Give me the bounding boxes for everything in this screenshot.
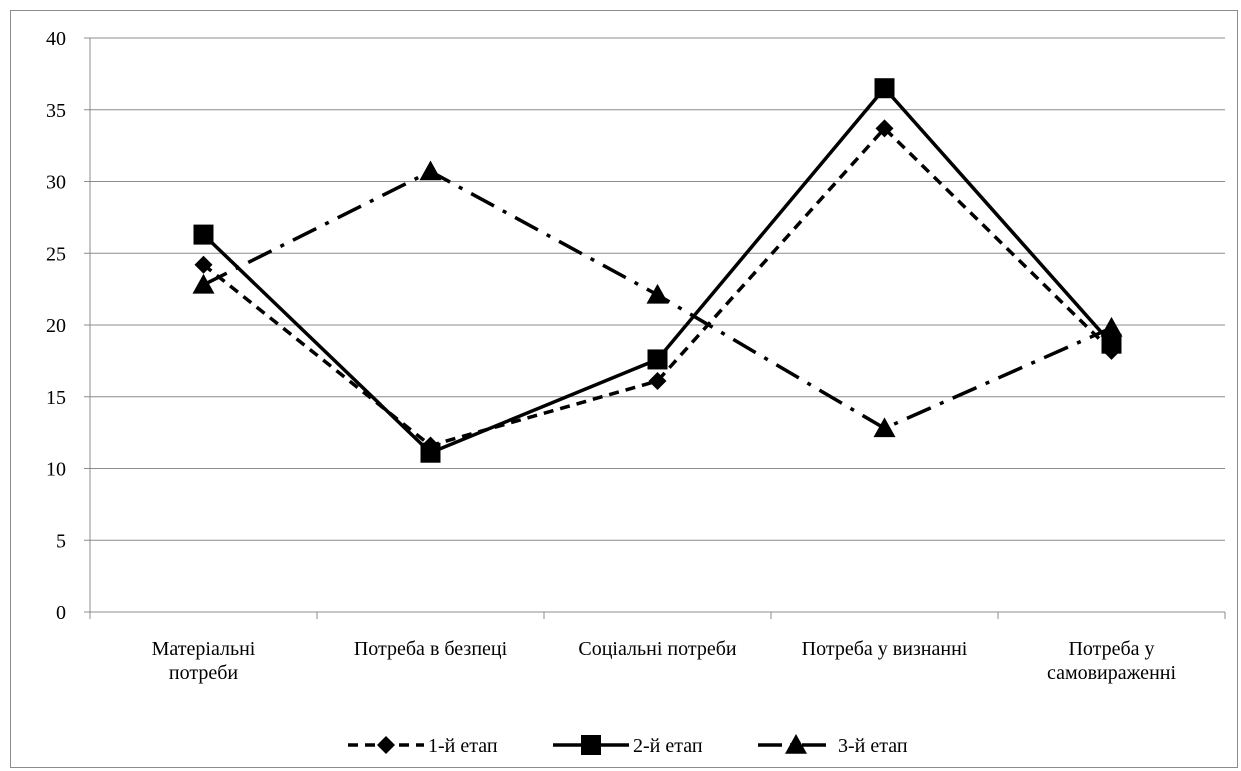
y-tick-label: 20 bbox=[46, 315, 66, 337]
data-point-diamond bbox=[194, 255, 213, 274]
series-line-1 bbox=[202, 125, 1113, 448]
legend-marker-square bbox=[581, 735, 601, 755]
data-point-triangle bbox=[646, 283, 669, 304]
x-category-label: Потреба у bbox=[1068, 638, 1154, 660]
y-tick-label: 35 bbox=[46, 100, 66, 122]
y-tick-label: 5 bbox=[56, 530, 66, 552]
x-category-label: Соціальні потреби bbox=[578, 638, 736, 660]
legend-label: 3-й етап bbox=[838, 735, 908, 757]
legend-marker-diamond bbox=[377, 736, 395, 754]
x-category-label: самовираженні bbox=[1047, 662, 1177, 684]
data-point-square bbox=[647, 349, 668, 370]
data-point-triangle bbox=[1100, 316, 1123, 337]
data-point-square bbox=[420, 442, 441, 463]
y-tick-label: 40 bbox=[46, 28, 66, 50]
series-markers bbox=[192, 78, 1123, 463]
data-point-triangle bbox=[873, 417, 896, 438]
y-tick-label: 30 bbox=[46, 172, 66, 194]
data-point-square bbox=[1101, 333, 1122, 354]
series-line-2 bbox=[202, 85, 1113, 455]
legend-label: 1-й етап bbox=[428, 735, 498, 757]
data-point-square bbox=[193, 224, 214, 245]
legend-marker-triangle bbox=[785, 734, 807, 754]
y-tick-label: 15 bbox=[46, 387, 66, 409]
x-category-label: Матеріальні bbox=[152, 638, 256, 660]
data-point-triangle bbox=[192, 273, 215, 294]
series-lines bbox=[202, 85, 1113, 455]
data-point-square bbox=[874, 78, 895, 99]
data-point-triangle bbox=[419, 160, 442, 181]
y-tick-label: 25 bbox=[46, 243, 66, 265]
chart-frame bbox=[10, 10, 1238, 768]
y-tick-labels: 0 5 10 15 20 25 30 35 40 bbox=[46, 28, 66, 624]
grid-lines bbox=[84, 37, 1225, 613]
y-tick-label: 10 bbox=[46, 459, 66, 481]
x-category-label: Потреба в безпеці bbox=[354, 638, 508, 660]
y-tick-label: 0 bbox=[56, 602, 66, 624]
axes bbox=[89, 38, 1226, 619]
data-point-diamond bbox=[875, 119, 894, 138]
data-point-diamond bbox=[648, 371, 667, 390]
x-category-label: Потреба у визнанні bbox=[802, 638, 968, 660]
legend-label: 2-й етап bbox=[633, 735, 703, 757]
x-category-label: потреби bbox=[169, 662, 238, 684]
legend: 1-й етап 2-й етап 3-й етап bbox=[348, 734, 908, 757]
